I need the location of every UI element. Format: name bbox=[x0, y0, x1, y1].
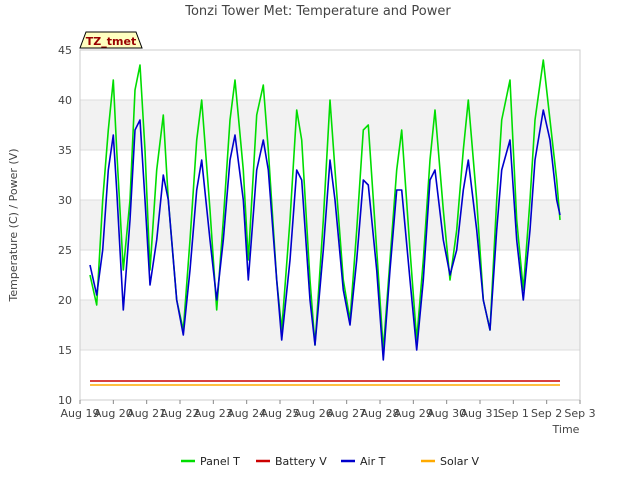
y-axis-ticks: 10 15 20 25 30 35 40 45 bbox=[58, 44, 72, 407]
tz-badge-shape bbox=[79, 31, 143, 49]
y-tick-label: 45 bbox=[58, 44, 72, 57]
legend-label: Panel T bbox=[200, 455, 240, 468]
plot-band bbox=[80, 300, 580, 350]
y-tick-label: 20 bbox=[58, 294, 72, 307]
y-tick-label: 15 bbox=[58, 344, 72, 357]
x-tick-label: Aug 21 bbox=[127, 407, 166, 420]
legend: Panel T Battery V Air T Solar V bbox=[181, 455, 480, 468]
x-axis-label: Time bbox=[552, 423, 580, 436]
x-tick-label: Aug 27 bbox=[327, 407, 366, 420]
x-tick-label: Sep 3 bbox=[564, 407, 595, 420]
x-tick-label: Aug 28 bbox=[361, 407, 400, 420]
x-tick-label: Aug 30 bbox=[427, 407, 466, 420]
x-tick-label: Aug 22 bbox=[161, 407, 200, 420]
plot-frame bbox=[79, 49, 581, 401]
tz-badge: TZ_tmet bbox=[79, 31, 143, 49]
x-tick-label: Aug 26 bbox=[294, 407, 333, 420]
x-tick-label: Aug 31 bbox=[461, 407, 500, 420]
x-tick-label: Aug 25 bbox=[261, 407, 300, 420]
y-tick-label: 35 bbox=[58, 144, 72, 157]
x-tick-label: Sep 1 bbox=[498, 407, 529, 420]
legend-label: Battery V bbox=[275, 455, 327, 468]
y-axis-label: Temperature (C) / Power (V) bbox=[7, 148, 20, 302]
x-tick-label: Aug 23 bbox=[194, 407, 233, 420]
tz-badge-label: TZ_tmet bbox=[86, 35, 136, 48]
y-tick-label: 40 bbox=[58, 94, 72, 107]
y-tick-label: 30 bbox=[58, 194, 72, 207]
chart-title: Tonzi Tower Met: Temperature and Power bbox=[184, 4, 451, 19]
x-tick-label: Aug 20 bbox=[94, 407, 133, 420]
legend-label: Air T bbox=[360, 455, 386, 468]
x-tick-label: Aug 29 bbox=[394, 407, 433, 420]
x-tick-label: Aug 19 bbox=[61, 407, 100, 420]
x-tick-label: Sep 2 bbox=[531, 407, 562, 420]
y-tick-label: 25 bbox=[58, 244, 72, 257]
x-tick-label: Aug 24 bbox=[227, 407, 266, 420]
plot-bands bbox=[80, 100, 580, 350]
series-line-air-t bbox=[89, 109, 561, 361]
plot-band bbox=[80, 200, 580, 250]
legend-label: Solar V bbox=[440, 455, 480, 468]
y-tick-label: 10 bbox=[58, 394, 72, 407]
series-lines bbox=[89, 59, 561, 386]
